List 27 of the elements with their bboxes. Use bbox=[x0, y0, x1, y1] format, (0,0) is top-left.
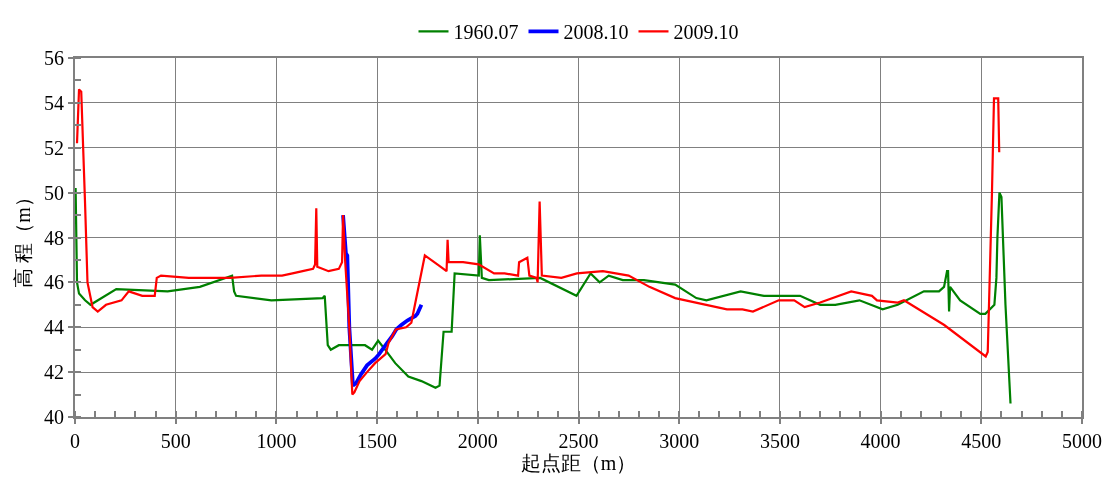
x-tick-label: 4000 bbox=[860, 430, 901, 452]
x-tick-label: 500 bbox=[160, 430, 191, 452]
y-tick-label: 46 bbox=[44, 271, 64, 294]
line-series bbox=[75, 187, 1012, 405]
x-tick-label: 1000 bbox=[256, 430, 297, 452]
y-tick-label: 54 bbox=[44, 91, 64, 114]
x-tick-label: 4500 bbox=[961, 430, 1002, 452]
y-tick-label: 56 bbox=[44, 47, 64, 69]
line-series bbox=[75, 88, 1001, 396]
y-axis-title: 高 程（m） bbox=[12, 187, 34, 288]
legend-label: 1960.07 bbox=[453, 21, 519, 44]
x-tick-label: 3500 bbox=[759, 430, 800, 452]
x-tick-label: 2000 bbox=[457, 430, 498, 452]
y-tick-label: 44 bbox=[44, 316, 64, 339]
y-tick-label: 52 bbox=[44, 136, 64, 159]
x-tick-label: 0 bbox=[70, 430, 80, 452]
y-tick-label: 42 bbox=[44, 361, 64, 384]
x-tick-label: 2500 bbox=[558, 430, 599, 452]
x-axis-title: 起点距（m） bbox=[520, 452, 637, 474]
legend-label: 2008.10 bbox=[563, 21, 629, 44]
y-tick-label: 50 bbox=[44, 181, 64, 204]
y-tick-label: 40 bbox=[44, 406, 64, 428]
y-tick-label: 48 bbox=[44, 226, 64, 249]
x-tick-label: 5000 bbox=[1062, 430, 1102, 452]
x-tick-label: 1500 bbox=[357, 430, 398, 452]
legend-label: 2009.10 bbox=[673, 21, 739, 44]
x-tick-label: 3000 bbox=[659, 430, 700, 452]
